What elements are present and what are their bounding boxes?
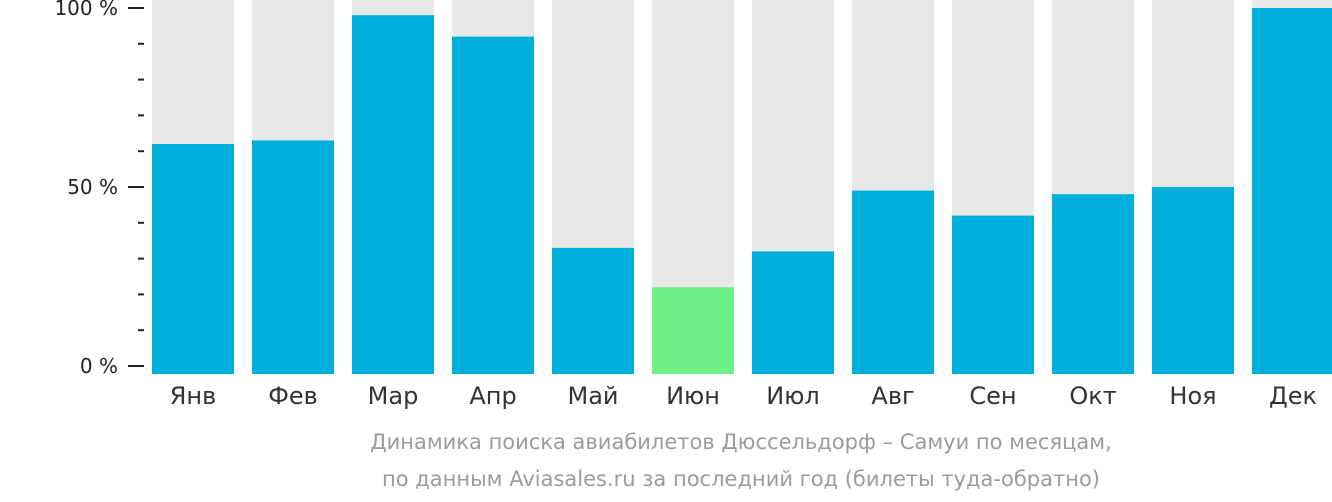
bar-10 — [1152, 187, 1234, 374]
bar-0 — [152, 144, 234, 374]
x-tick-label-8: Сен — [969, 382, 1016, 410]
bar-6 — [752, 251, 834, 374]
y-tick-label-0: 0 % — [80, 354, 118, 378]
bar-11 — [1252, 8, 1332, 374]
x-axis-labels: Янв Фев Мар Апр Май Июн Июл Авг Сен Окт Ноя Дек — [170, 382, 1317, 410]
bar-9 — [1052, 194, 1134, 374]
chart-caption-line2: по данным Aviasales.ru за последний год … — [382, 467, 1100, 491]
x-tick-label-2: Мар — [368, 382, 419, 410]
x-tick-label-1: Фев — [268, 382, 318, 410]
bar-4 — [552, 247, 634, 374]
x-tick-label-11: Дек — [1269, 382, 1317, 410]
y-tick-label-1: 50 % — [67, 175, 118, 199]
x-tick-label-7: Авг — [871, 382, 914, 410]
x-tick-label-5: Июн — [666, 382, 720, 410]
bars — [152, 8, 1332, 374]
bar-7 — [852, 190, 934, 374]
bar-2 — [352, 15, 434, 374]
x-tick-label-4: Май — [567, 382, 618, 410]
x-tick-label-10: Ноя — [1169, 382, 1216, 410]
x-tick-label-6: Июл — [766, 382, 820, 410]
x-tick-label-0: Янв — [170, 382, 217, 410]
chart-caption-line1: Динамика поиска авиабилетов Дюссельдорф … — [370, 430, 1112, 454]
bar-1 — [252, 140, 334, 374]
bar-8 — [952, 215, 1034, 374]
x-tick-label-9: Окт — [1069, 382, 1116, 410]
bar-3 — [452, 36, 534, 374]
x-tick-label-3: Апр — [469, 382, 516, 410]
bar-5 — [652, 287, 734, 374]
y-axis: 0 % 50 % 100 % — [54, 0, 144, 378]
chart: 0 % 50 % 100 % Янв Фев Мар Апр Май Июн Июл Авг Сен… — [54, 0, 1332, 410]
y-tick-label-2: 100 % — [54, 0, 118, 20]
